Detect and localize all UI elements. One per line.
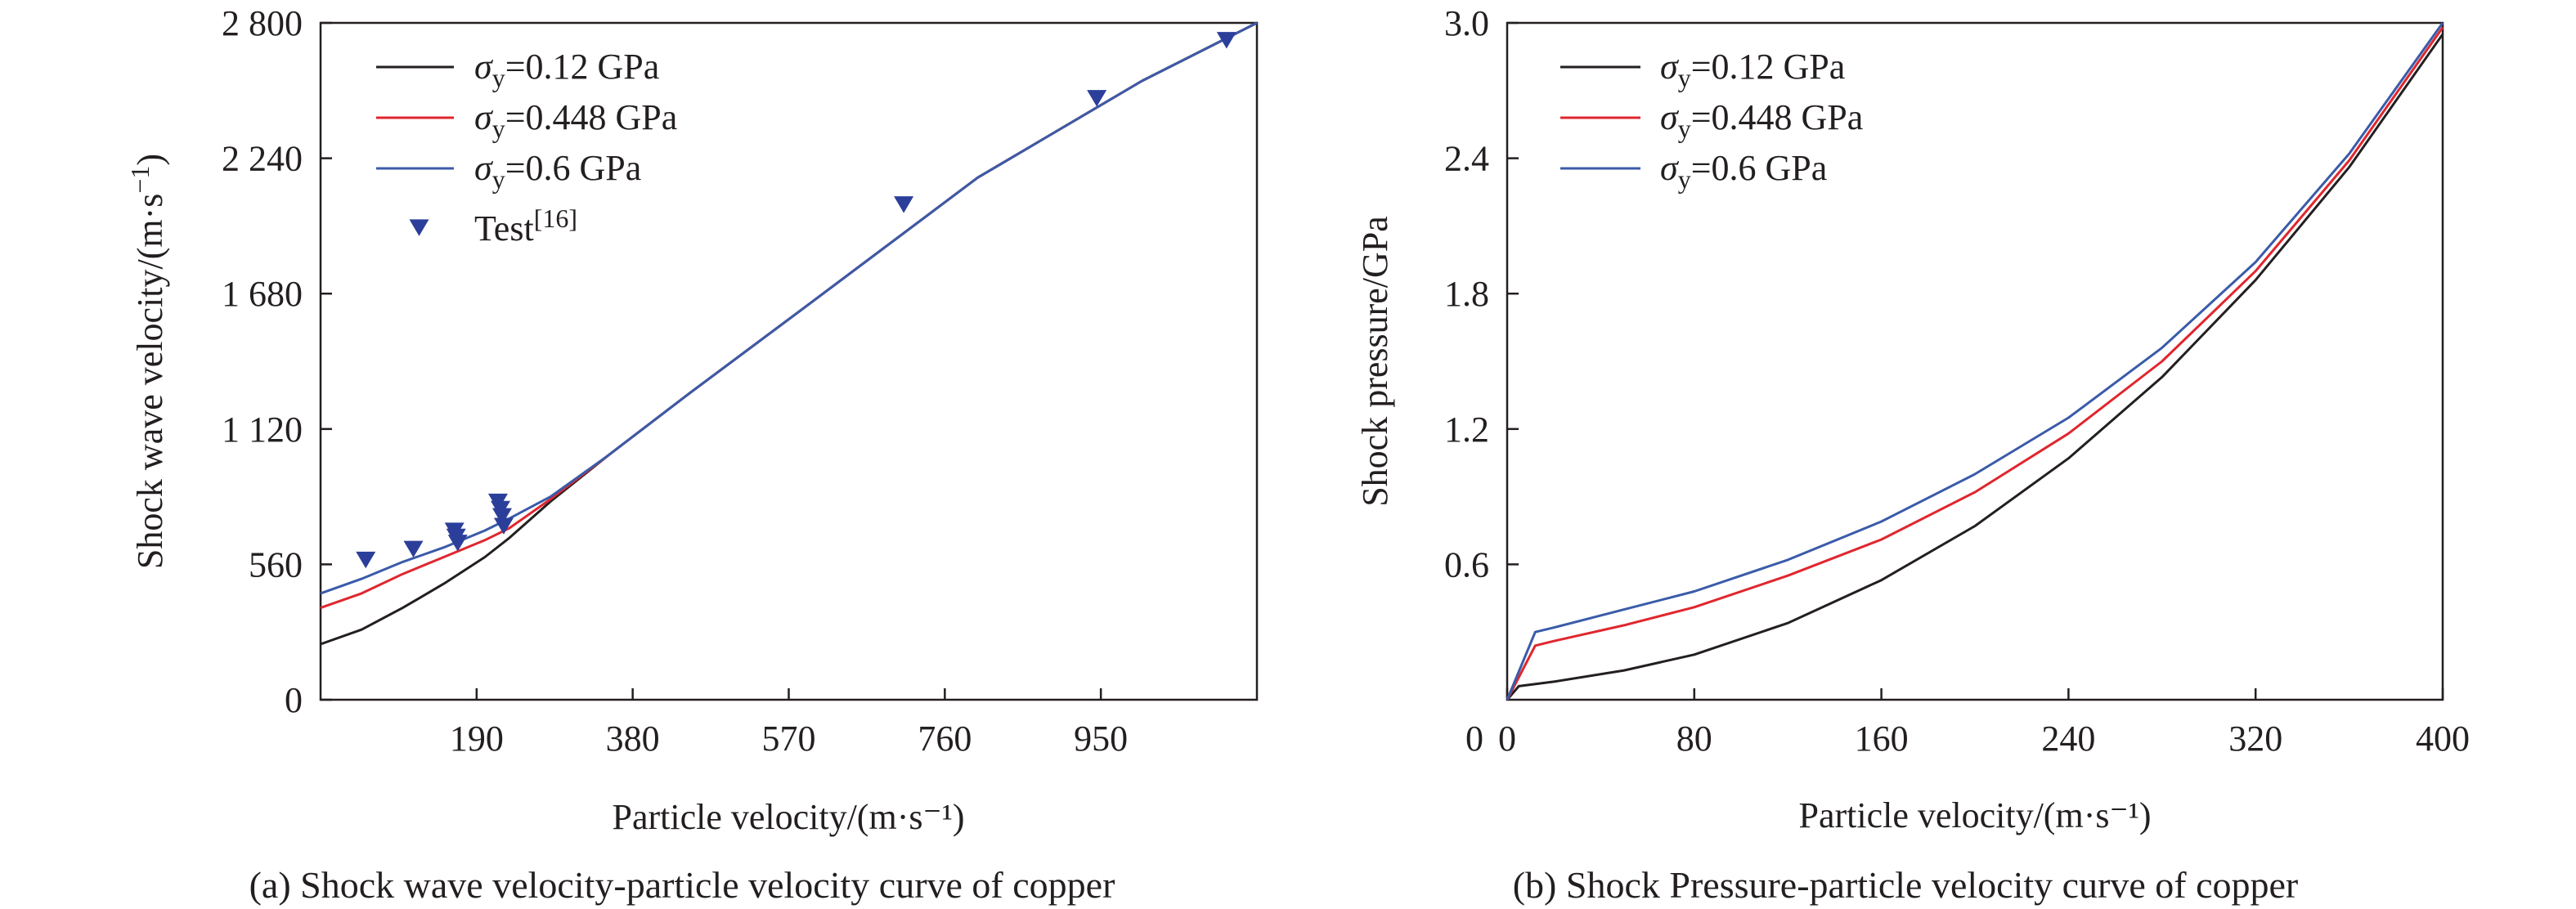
chart-b-caption: (b) Shock Pressure-particle velocity cur… [1513, 864, 2299, 906]
chart-a-y-tick-label: 1 120 [222, 410, 303, 450]
chart-a-legend-label: σy=0.448 GPa [474, 97, 677, 143]
chart-b-y-tick-label: 1.8 [1444, 274, 1489, 314]
chart-b-x-tick-label: 320 [2228, 719, 2282, 759]
chart-a-plot-frame [319, 21, 1259, 701]
chart-b-legend-label: σy=0.12 GPa [1660, 47, 1845, 92]
chart-a-legend-value: =0.12 GPa [505, 47, 660, 87]
chart-b-legend-subscript: y [1678, 63, 1691, 92]
chart-b-x-tick-label: 0 [1465, 719, 1483, 759]
chart-a-legend-sigma: σ [474, 97, 494, 137]
chart-a-test-marker [1087, 90, 1107, 107]
chart-a-y-tick-label: 1 680 [222, 274, 303, 314]
chart-a-x-tick-label: 950 [1074, 719, 1128, 759]
chart-b-x-tick-label: 0 [1498, 719, 1516, 759]
chart-b-legend-sigma: σ [1660, 148, 1680, 188]
chart-a-legend-label: σy=0.12 GPa [474, 47, 659, 92]
chart-b-legend-subscript: y [1678, 164, 1691, 194]
chart-b-legend-value: =0.448 GPa [1691, 97, 1864, 137]
chart-a-legend-sigma: σ [474, 148, 494, 188]
chart-b-plot-frame [1506, 21, 2444, 701]
chart-a-y-tick-label: 0 [285, 680, 303, 720]
chart-b-legend-label: σy=0.448 GPa [1660, 97, 1863, 143]
chart-a-y-tick-label: 560 [249, 544, 303, 584]
chart-a-test-marker [894, 196, 914, 213]
chart-a-test-marker [447, 535, 468, 552]
chart-a-legend-label: σy=0.6 GPa [474, 148, 641, 194]
chart-a-y-tick-label: 2 800 [222, 3, 303, 43]
chart-a-legend-subscript: y [492, 63, 505, 92]
chart-a-series-line [320, 21, 1258, 595]
chart-b-legend-value: =0.6 GPa [1691, 148, 1828, 188]
chart-a-test-marker [356, 551, 376, 569]
chart-b-x-tick-label: 240 [2041, 719, 2095, 759]
chart-a-y-tick-label: 2 240 [222, 139, 303, 179]
chart-b-y-axis-label: Shock pressure/GPa [1355, 216, 1395, 507]
chart-b-legend-sigma: σ [1660, 97, 1680, 137]
chart-b-series-line [1506, 26, 2444, 701]
chart-b-y-tick-label: 2.4 [1444, 139, 1489, 179]
chart-a-legend-test-ref: [16] [534, 204, 577, 233]
chart-a-test-marker [491, 508, 512, 526]
chart-b-x-tick-label: 80 [1676, 719, 1712, 759]
chart-b-ticks: 0 80 160 240 320 400 0.6 1.2 1.8 2.4 3.0 0 [1444, 3, 2470, 759]
chart-a-series [320, 21, 1258, 646]
chart-a-caption: (a) Shock wave velocity-particle velocit… [249, 864, 1115, 906]
chart-a-legend-subscript: y [492, 164, 505, 194]
chart-b-x-tick-label: 160 [1855, 719, 1909, 759]
chart-a-x-tick-label: 570 [762, 719, 816, 759]
chart-a-legend-subscript: y [492, 114, 505, 143]
chart-a-legend-value: =0.6 GPa [505, 148, 642, 188]
chart-a-legend-test-label: Test[16] [474, 204, 577, 249]
chart-a-x-tick-label: 190 [450, 719, 504, 759]
chart-a-legend-sigma: σ [474, 47, 494, 87]
chart-a-legend-value: =0.448 GPa [505, 97, 678, 137]
chart-a-test-marker [1216, 32, 1236, 49]
chart-a-test-marker [493, 517, 514, 535]
chart-a-x-tick-label: 380 [606, 719, 660, 759]
chart-b-series-line [1506, 22, 2444, 701]
chart-b-y-tick-label: 3.0 [1444, 3, 1489, 43]
chart-b-legend-sigma: σ [1660, 47, 1680, 87]
chart-b-y-tick-label: 0.6 [1444, 544, 1489, 584]
chart-a-x-tick-label: 760 [918, 719, 972, 759]
chart-b-series [1506, 22, 2444, 701]
chart-a-test-marker [403, 540, 424, 557]
chart-b-x-tick-label: 400 [2416, 719, 2470, 759]
chart-a-y-axis-label: Shock wave velocity/(m·s−1) [125, 154, 170, 569]
chart-b-legend-subscript: y [1678, 114, 1691, 143]
chart-b-y-tick-label: 1.2 [1444, 410, 1489, 450]
chart-b-legend-label: σy=0.6 GPa [1660, 148, 1827, 194]
chart-a-legend-test-text: Test [474, 208, 534, 249]
chart-a-x-axis-label: Particle velocity/(m·s⁻¹) [612, 797, 964, 837]
chart-a-markers [356, 32, 1236, 569]
chart-a-series-line [320, 21, 1258, 610]
chart-b-series-line [1506, 33, 2444, 701]
chart-b-legend-value: =0.12 GPa [1691, 47, 1846, 87]
chart-a-legend-marker [409, 219, 429, 236]
chart-b-x-axis-label: Particle velocity/(m·s⁻¹) [1798, 795, 2151, 835]
chart-a-ticks: 190 380 570 760 950 0 560 1 120 1 680 2 240 2 800 [222, 3, 1128, 759]
